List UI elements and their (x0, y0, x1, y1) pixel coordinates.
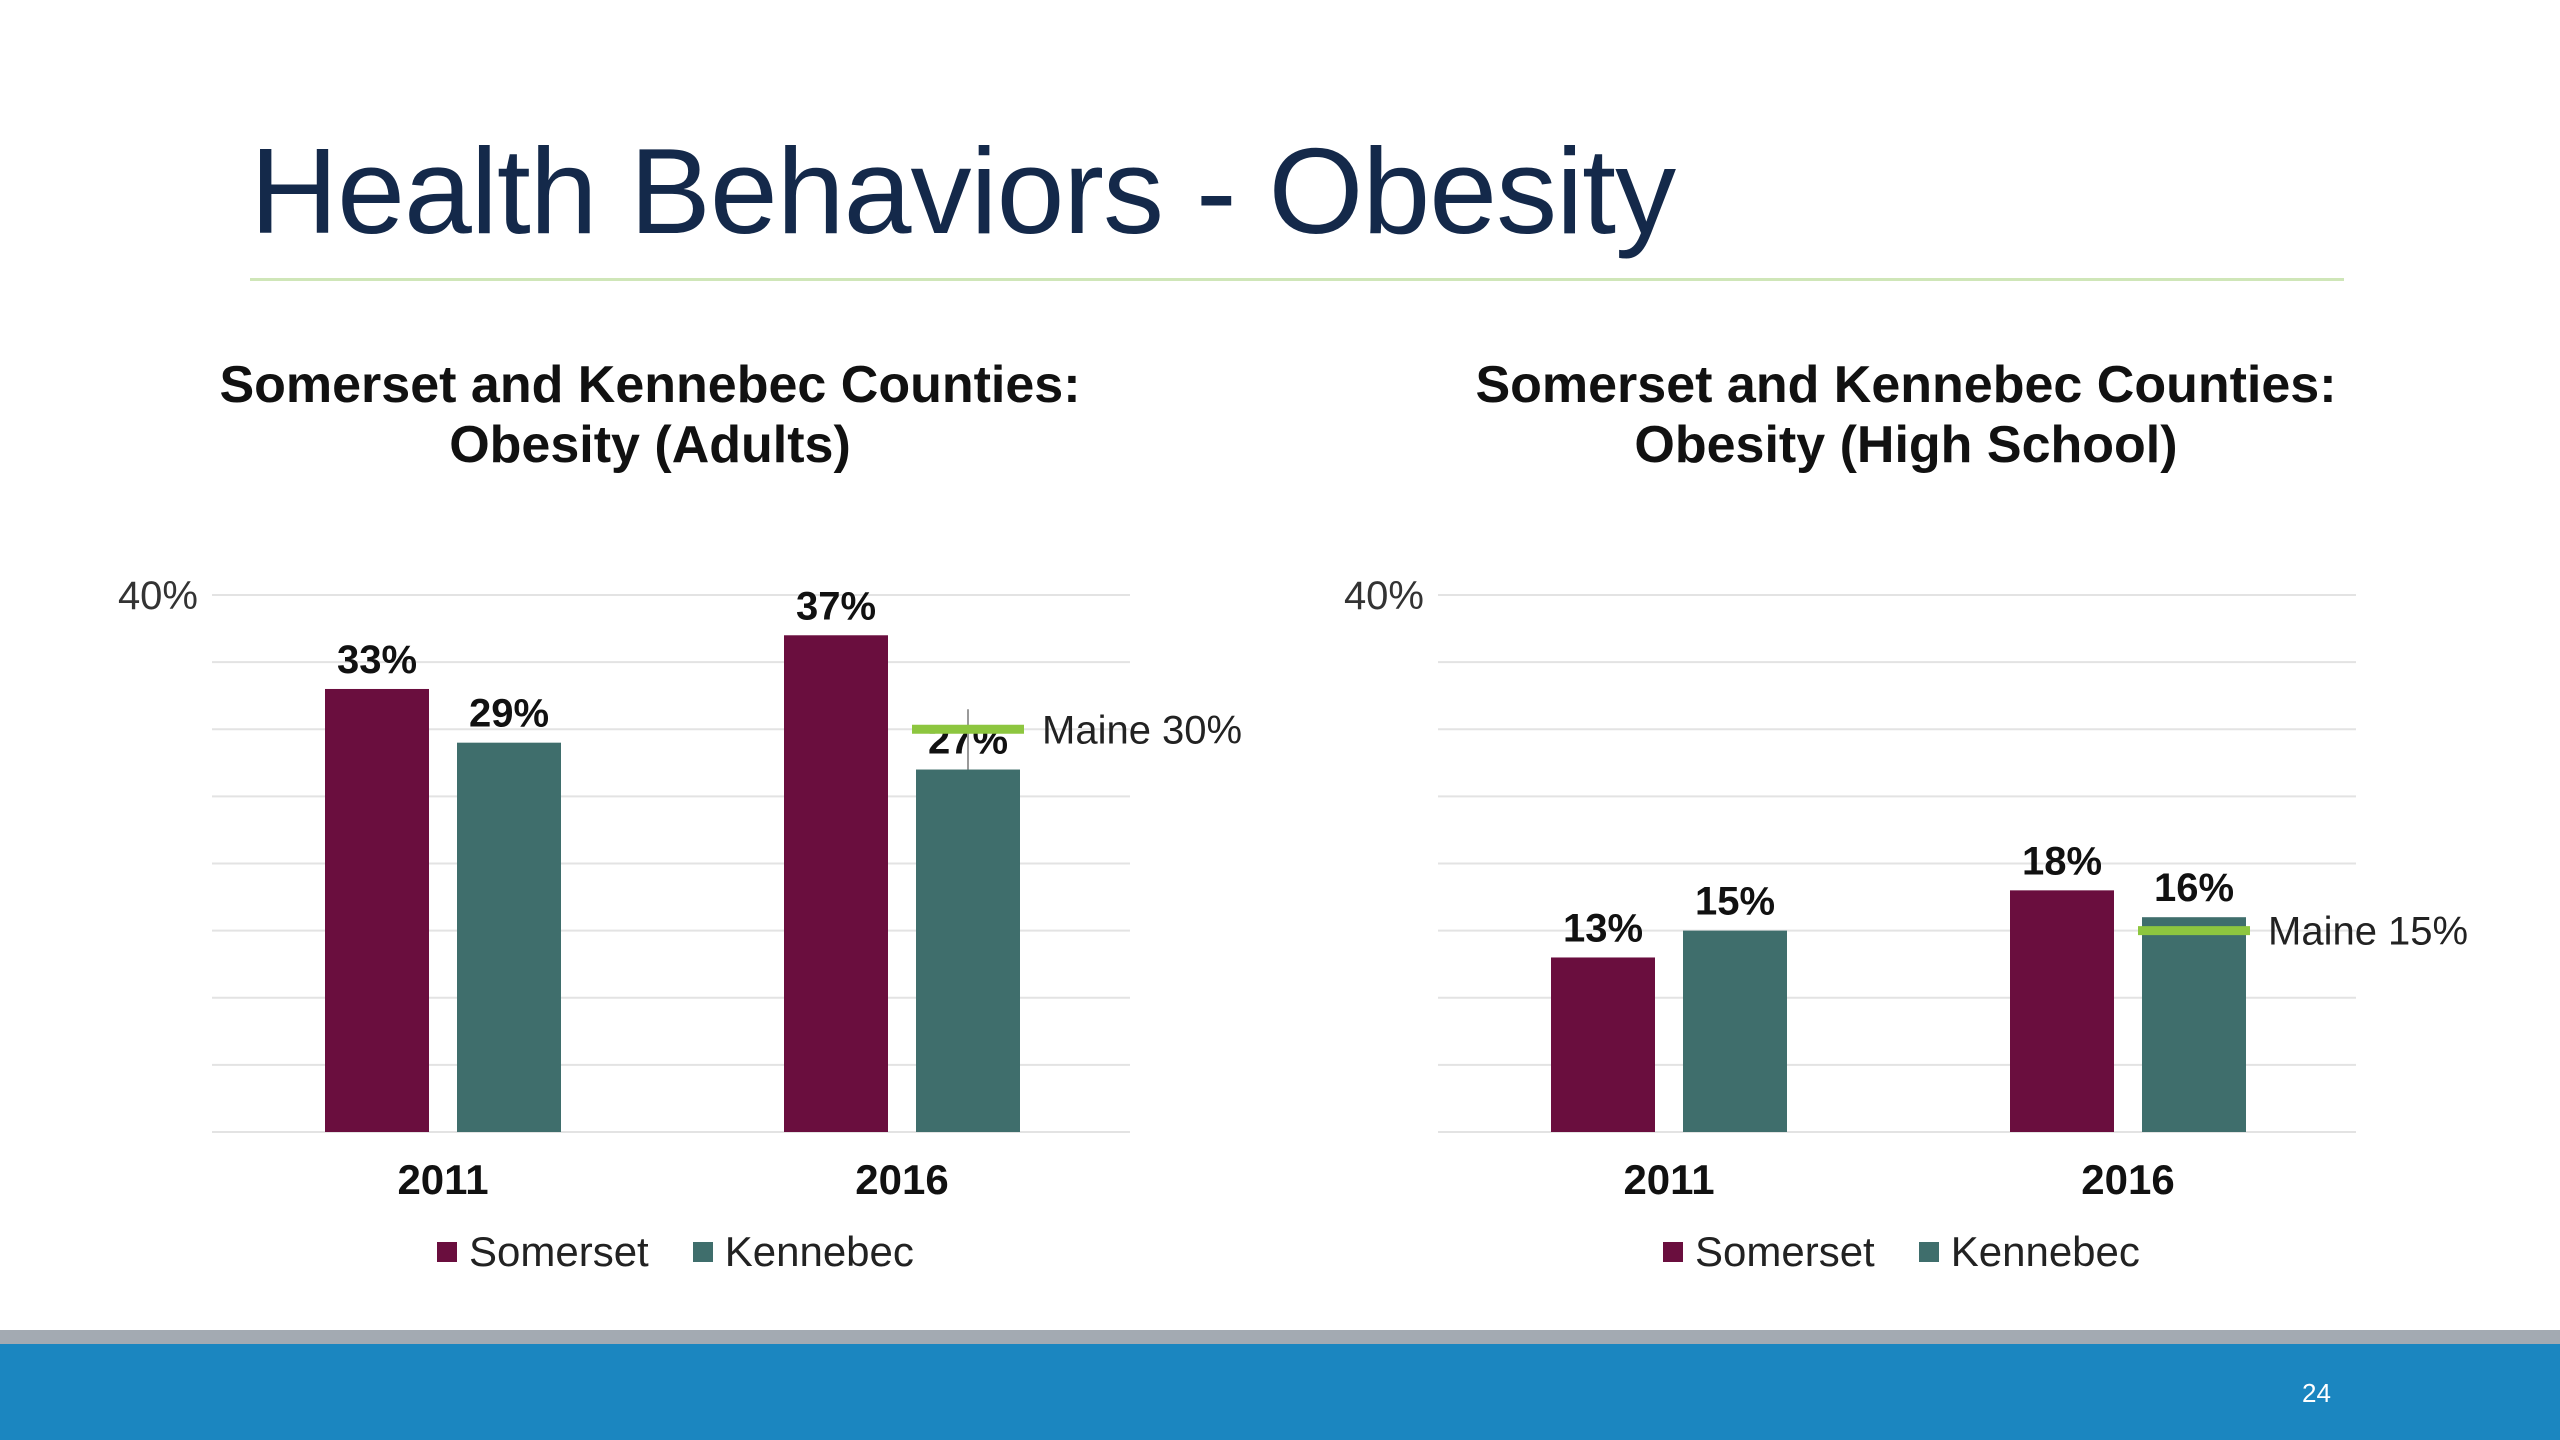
legend-high-school: Somerset Kennebec (1663, 1228, 2140, 1276)
legend-adults: Somerset Kennebec (437, 1228, 914, 1276)
maine-reference-label: Maine 15% (2268, 910, 2468, 954)
bar-somerset-2011 (325, 688, 429, 1132)
legend-item-somerset: Somerset (437, 1228, 649, 1276)
data-label: 16% (2154, 866, 2234, 910)
chart-title-adults: Somerset and Kennebec Counties: Obesity … (0, 356, 1300, 476)
chart-high-school: Somerset and Kennebec Counties: Obesity … (1226, 340, 2506, 1320)
legend-label-kennebec: Kennebec (1950, 1228, 2140, 1275)
page-number: 24 (2302, 1378, 2331, 1408)
legend-label-kennebec: Kennebec (724, 1228, 914, 1275)
legend-item-somerset: Somerset (1663, 1228, 1875, 1276)
legend-item-kennebec: Kennebec (692, 1228, 914, 1276)
maine-reference-label: Maine 30% (1042, 708, 1242, 752)
data-label: 15% (1695, 880, 1775, 924)
legend-item-kennebec: Kennebec (1918, 1228, 2140, 1276)
bar-chart-high-school: 40% 13% 15% 2011 18% 16% 2016 Maine 15% (1344, 574, 2468, 1203)
bar-kennebec-2011 (1683, 930, 1787, 1132)
x-tick-label: 2011 (1623, 1156, 1714, 1203)
legend-swatch-somerset (1663, 1242, 1683, 1262)
x-tick-label: 2016 (855, 1156, 948, 1203)
legend-label-somerset: Somerset (1695, 1228, 1875, 1275)
data-label: 33% (337, 638, 417, 682)
x-tick-label: 2016 (2081, 1156, 2174, 1203)
bar-kennebec-2016 (916, 769, 1020, 1132)
chart-title-line-2: Obesity (Adults) (449, 415, 851, 474)
legend-swatch-somerset (437, 1242, 457, 1262)
bar-kennebec-2016 (2142, 917, 2246, 1132)
legend-label-somerset: Somerset (469, 1228, 649, 1275)
legend-swatch-kennebec (1918, 1242, 1939, 1262)
footer-bar (0, 1344, 2560, 1440)
title-divider (250, 278, 2344, 281)
chart-title-line-2: Obesity (High School) (1634, 415, 2178, 474)
data-label: 13% (1563, 906, 1643, 950)
chart-title-line-1: Somerset and Kennebec Counties: (219, 356, 1081, 414)
bar-somerset-2016 (784, 635, 888, 1132)
bar-somerset-2016 (2010, 890, 2114, 1132)
data-label: 37% (796, 584, 876, 628)
bar-somerset-2011 (1551, 957, 1655, 1132)
data-label: 18% (2022, 839, 2102, 883)
chart-title-high-school: Somerset and Kennebec Counties: Obesity … (1226, 356, 2560, 476)
data-label: 29% (469, 692, 549, 736)
footer-divider (0, 1330, 2560, 1344)
y-tick-label: 40% (118, 574, 198, 618)
legend-swatch-kennebec (692, 1242, 713, 1262)
y-tick-label: 40% (1344, 574, 1424, 618)
slide-title: Health Behaviors - Obesity (250, 123, 1676, 259)
x-tick-label: 2011 (397, 1156, 488, 1203)
chart-adults: Somerset and Kennebec Counties: Obesity … (0, 340, 1280, 1320)
chart-title-line-1: Somerset and Kennebec Counties: (1475, 356, 2337, 414)
bar-kennebec-2011 (457, 742, 561, 1132)
